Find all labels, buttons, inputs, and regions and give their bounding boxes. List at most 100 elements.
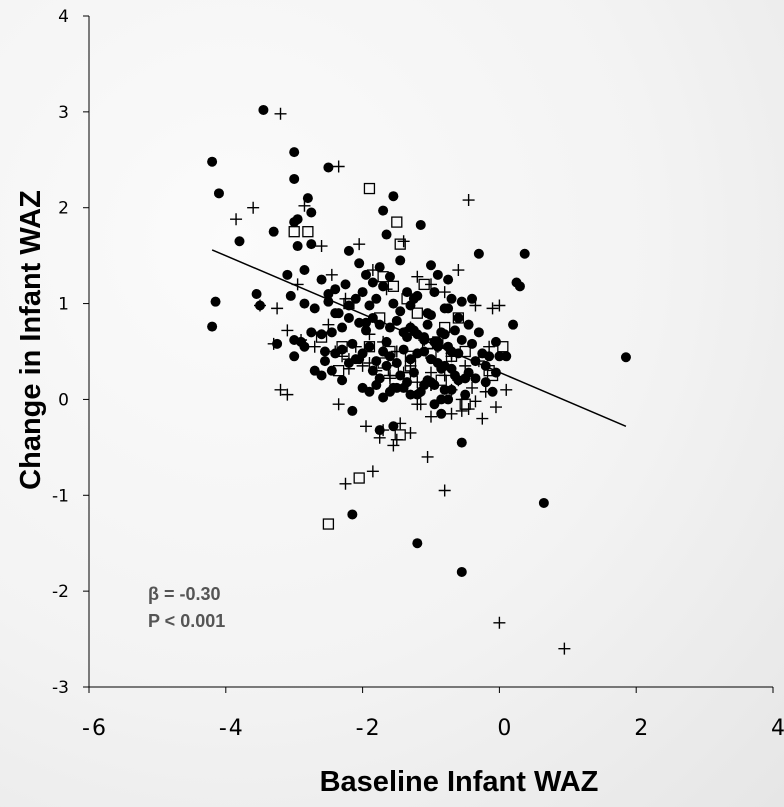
data-point-circle (422, 319, 433, 330)
data-point-plus (315, 240, 328, 253)
data-point-circle (398, 382, 409, 393)
data-point-circle (391, 315, 402, 326)
data-point-circle (405, 389, 416, 400)
data-point-circle (456, 437, 467, 448)
data-point-circle (306, 239, 317, 250)
data-point-square (401, 293, 413, 305)
data-point-circle (326, 327, 337, 338)
data-point-circle (337, 375, 348, 386)
data-point-circle (378, 392, 389, 403)
data-point-circle (364, 300, 375, 311)
data-point-circle (443, 274, 454, 285)
data-point-plus (274, 107, 287, 120)
data-point-circle (357, 287, 368, 298)
data-point-circle (508, 319, 519, 330)
x-tick-label: 2 (634, 716, 650, 741)
data-point-plus (366, 264, 379, 277)
data-point-plus (380, 283, 393, 296)
data-point-plus (558, 642, 571, 655)
data-point-plus (493, 616, 506, 629)
data-point-circle (439, 303, 450, 314)
data-point-plus (336, 350, 349, 363)
data-point-plus (356, 359, 369, 372)
data-point-circle (258, 104, 269, 115)
data-point-plus (459, 359, 472, 372)
data-point-circle (371, 380, 382, 391)
data-point-plus (271, 302, 284, 315)
y-tick-label: -3 (52, 678, 69, 698)
data-point-plus (397, 235, 410, 248)
data-point-circle (487, 386, 498, 397)
data-point-circle (316, 329, 327, 340)
data-point-circle (484, 351, 495, 362)
data-point-plus (438, 369, 451, 382)
x-tick-label: -6 (82, 716, 108, 741)
data-point-circle (391, 358, 402, 369)
data-point-circle (343, 312, 354, 323)
data-point-circle (490, 336, 501, 347)
data-point-circle (463, 367, 474, 378)
data-point-circle (289, 147, 300, 158)
data-point-circle (309, 303, 320, 314)
data-point-circle (350, 293, 361, 304)
data-point-plus (322, 318, 335, 331)
data-point-circle (446, 293, 457, 304)
data-point-circle (426, 310, 436, 321)
data-point-circle (361, 325, 372, 336)
data-point-circle (412, 538, 423, 549)
data-point-plus (383, 369, 396, 382)
data-point-square (363, 341, 376, 353)
data-point-plus (342, 362, 355, 375)
data-point-circle (354, 317, 365, 328)
x-tick-label: 4 (771, 716, 784, 741)
data-point-plus (404, 359, 417, 372)
data-point-square (497, 341, 509, 353)
data-point-plus (394, 417, 407, 430)
data-point-plus (329, 345, 342, 358)
data-point-circle (519, 248, 530, 259)
data-point-plus (469, 395, 482, 408)
data-point-square (411, 307, 423, 319)
y-tick-label: 3 (58, 103, 69, 123)
data-point-circle (323, 162, 334, 173)
data-point-circle (343, 245, 354, 256)
data-point-plus (452, 264, 465, 277)
data-point-circle (388, 298, 399, 309)
data-point-circle (473, 248, 484, 259)
data-point-plus (469, 299, 482, 312)
data-point-plus (411, 270, 424, 283)
data-point-circle (330, 308, 341, 319)
data-point-circle (381, 229, 392, 240)
data-point-plus (349, 340, 362, 353)
data-point-square (322, 518, 335, 530)
data-point-square (288, 226, 300, 238)
data-point-plus (421, 450, 434, 463)
data-point-circle (470, 373, 481, 384)
data-point-plus (360, 420, 373, 433)
data-point-circle (463, 319, 474, 330)
data-point-plus (445, 407, 458, 420)
data-point-plus (332, 160, 345, 173)
data-point-plus (332, 398, 345, 411)
data-point-circle (439, 384, 450, 395)
data-point-circle (429, 287, 440, 298)
data-point-circle (340, 279, 351, 290)
x-tick-label: -2 (356, 716, 382, 741)
data-point-plus (425, 410, 437, 423)
data-point-plus (295, 333, 308, 346)
data-point-plus (425, 366, 437, 379)
data-point-circle (432, 269, 443, 280)
y-tick-label: 0 (58, 390, 69, 410)
data-point-circle (364, 386, 375, 397)
data-point-circle (412, 290, 423, 301)
data-point-circle (361, 269, 372, 280)
data-point-square (391, 216, 403, 228)
data-point-circle (330, 284, 341, 295)
data-point-circle (364, 341, 375, 352)
x-tick-label: 0 (497, 716, 513, 741)
data-point-circle (299, 265, 310, 276)
data-point-circle (429, 399, 440, 410)
data-point-circle (306, 207, 317, 218)
data-point-circle (302, 193, 313, 204)
